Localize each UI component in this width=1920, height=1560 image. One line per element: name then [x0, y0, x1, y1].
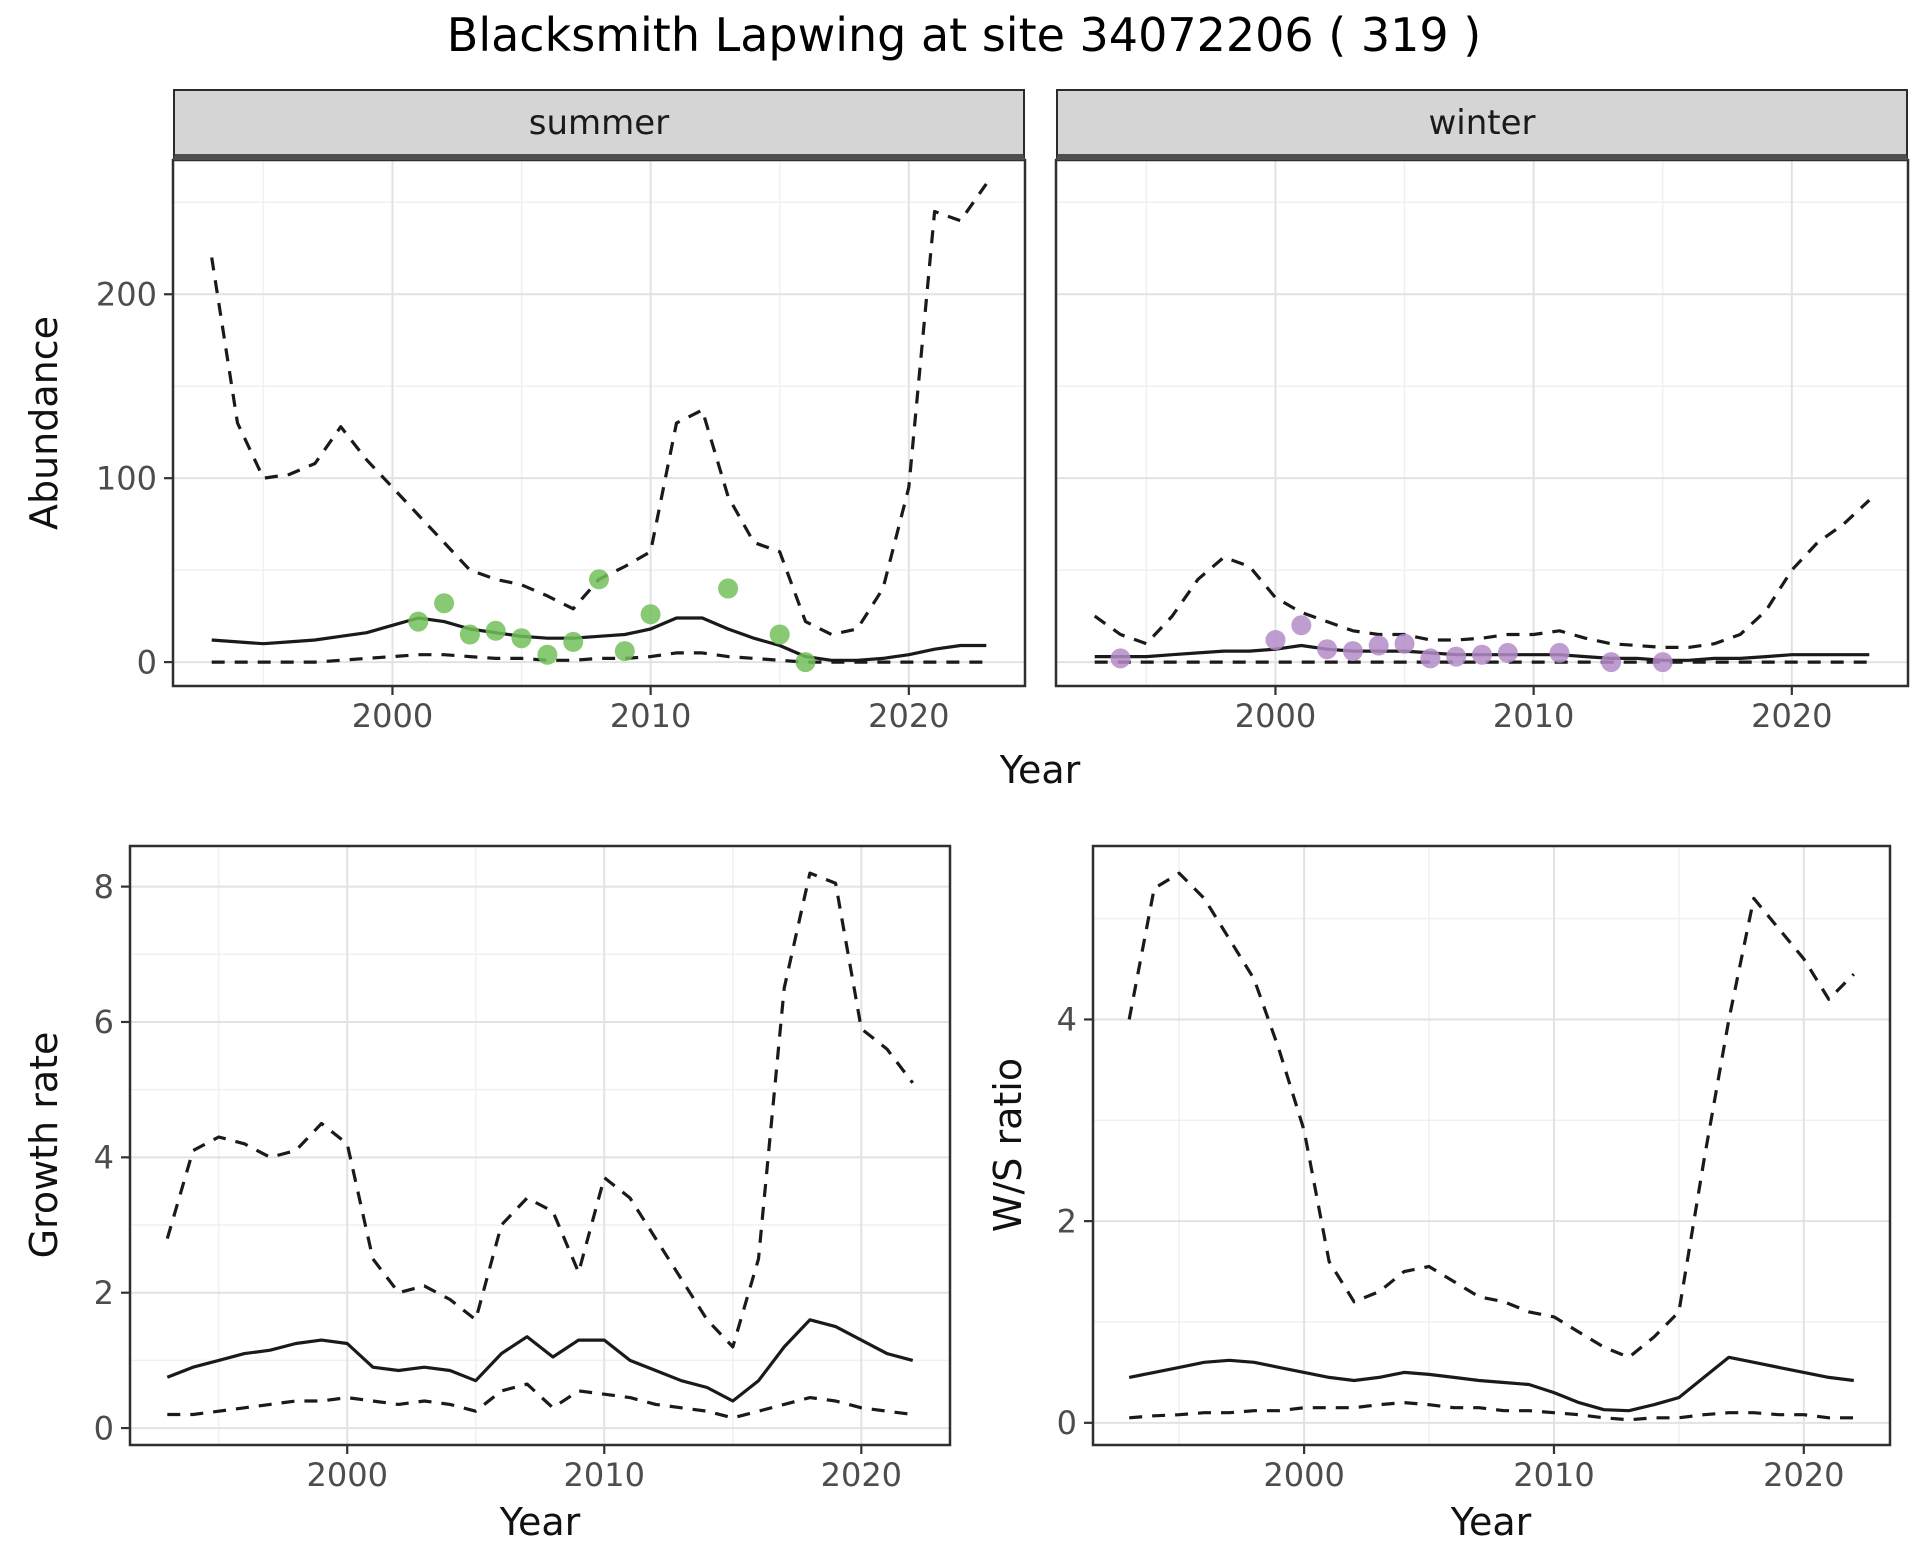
observed-winter-point	[1420, 648, 1441, 669]
x-tick-label: 2020	[868, 697, 949, 735]
panel-ws-ratio: 2000 2010 2020 0 2 4	[1057, 844, 1892, 1494]
series-upper-ci	[1093, 499, 1871, 649]
observed-winter-point	[1317, 639, 1338, 660]
observed-winter-point	[1497, 642, 1518, 663]
panel-summer-abundance: 2000 2010 2020 0 100 200	[96, 158, 1027, 735]
y-axis-label-abundance: Abundance	[22, 315, 66, 531]
observed-winter-point	[1549, 642, 1570, 663]
chart-title: Blacksmith Lapwing at site 34072206 ( 31…	[446, 8, 1482, 62]
x-tick-label: 2010	[564, 1456, 645, 1494]
facet-strip-summer-label: summer	[528, 102, 670, 143]
observed-summer-point	[459, 624, 480, 645]
y-tick-label: 6	[94, 1003, 114, 1041]
observed-winter-point	[1368, 635, 1389, 656]
y-tick-label: 200	[96, 275, 157, 313]
y-tick-label: 2	[94, 1274, 114, 1312]
facet-strip-winter-label: winter	[1428, 102, 1536, 143]
y-tick-label: 0	[137, 643, 157, 681]
series-upper-ci	[165, 871, 914, 1349]
observed-winter-point	[1446, 646, 1467, 667]
y-tick-label: 100	[96, 459, 157, 497]
observed-winter-point	[1265, 630, 1286, 650]
observed-summer-point	[408, 611, 429, 632]
facet-strip-winter: winter	[1056, 89, 1908, 160]
facet-strip-summer: summer	[173, 89, 1025, 160]
observed-winter-point	[1291, 615, 1312, 636]
observed-winter-point	[1342, 641, 1363, 662]
x-tick-label: 2010	[1493, 697, 1574, 735]
series-median	[166, 1318, 914, 1403]
x-tick-label: 2000	[352, 697, 433, 735]
observed-winter-point	[1601, 652, 1622, 673]
observed-summer-point	[718, 578, 739, 599]
y-axis-label-ws-ratio: W/S ratio	[986, 1057, 1030, 1233]
x-tick-label: 2000	[306, 1456, 387, 1494]
observed-summer-point	[769, 624, 790, 645]
series-lower-ci	[211, 651, 987, 664]
x-axis-label-year-growth: Year	[499, 1500, 581, 1544]
x-tick-label: 2020	[821, 1456, 902, 1494]
series-median	[1128, 1355, 1854, 1413]
y-axis-label-growth-rate: Growth rate	[22, 1031, 66, 1259]
x-axis-label-year-ws: Year	[1450, 1500, 1532, 1544]
x-tick-label: 2010	[1513, 1456, 1594, 1494]
y-tick-label: 2	[1057, 1202, 1077, 1240]
x-tick-label: 2000	[1263, 1456, 1344, 1494]
observed-summer-point	[485, 620, 506, 641]
observed-summer-point	[614, 641, 635, 662]
series-median	[211, 616, 987, 662]
observed-summer-point	[511, 628, 532, 649]
series-lower-ci	[167, 1382, 913, 1420]
observed-summer-point	[434, 593, 455, 614]
observed-winter-point	[1394, 633, 1415, 654]
observed-winter-point	[1652, 652, 1673, 673]
panel-growth-rate: 2000 2010 2020 0 2 4 6 8	[94, 844, 952, 1494]
observed-winter-point	[1110, 648, 1131, 669]
y-tick-label: 8	[94, 868, 114, 906]
observed-summer-point	[563, 631, 584, 652]
panel-winter-abundance: 2000 2010 2020	[1054, 158, 1910, 735]
y-tick-label: 0	[94, 1409, 114, 1447]
observed-summer-point	[589, 569, 609, 590]
x-tick-label: 2020	[1751, 697, 1832, 735]
x-axis-label-year-top: Year	[999, 748, 1081, 792]
series-upper-ci	[1127, 871, 1855, 1359]
observed-summer-point	[795, 652, 816, 673]
observed-winter-point	[1472, 644, 1492, 665]
observed-summer-point	[537, 644, 558, 665]
x-tick-label: 2000	[1235, 697, 1316, 735]
y-tick-label: 0	[1057, 1404, 1077, 1442]
y-tick-label: 4	[94, 1139, 114, 1177]
series-lower-ci	[1129, 1401, 1854, 1422]
x-tick-label: 2020	[1763, 1456, 1844, 1494]
y-tick-label: 4	[1057, 1001, 1077, 1039]
observed-summer-point	[640, 604, 661, 625]
x-tick-label: 2010	[610, 697, 691, 735]
